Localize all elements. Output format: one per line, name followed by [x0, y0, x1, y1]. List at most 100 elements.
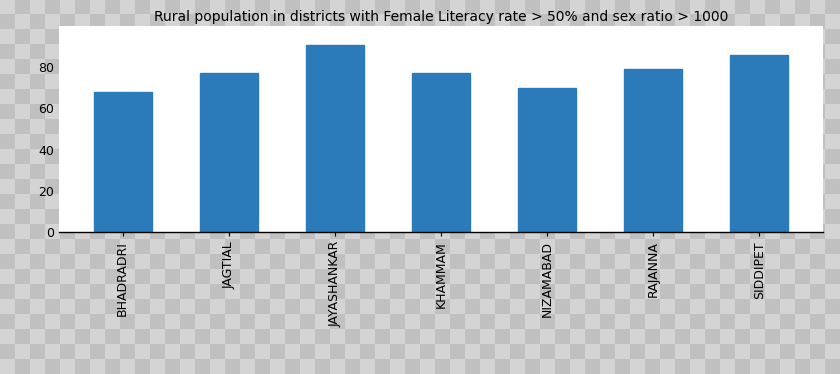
Bar [285, 14, 300, 29]
Bar [780, 104, 795, 119]
Bar [540, 314, 555, 329]
Bar [210, 104, 225, 119]
Bar [675, 224, 690, 239]
Bar [240, 29, 255, 44]
Bar [300, 29, 315, 44]
Bar [720, 14, 735, 29]
Bar [375, 29, 390, 44]
Bar [90, 359, 105, 374]
Bar [360, 194, 375, 209]
Bar [240, 224, 255, 239]
Bar [750, 179, 765, 194]
Bar [765, 254, 780, 269]
Bar [765, 29, 780, 44]
Bar [600, 179, 615, 194]
Bar [630, 29, 645, 44]
Bar [180, 344, 195, 359]
Bar [810, 269, 825, 284]
Bar [510, 299, 525, 314]
Bar [315, 74, 330, 89]
Bar [690, 179, 705, 194]
Bar [645, 149, 660, 164]
Bar [780, 239, 795, 254]
Bar [105, 149, 120, 164]
Bar [720, 344, 735, 359]
Bar [120, 119, 135, 134]
Bar [300, 209, 315, 224]
Bar [285, 29, 300, 44]
Bar [180, 209, 195, 224]
Bar [45, 119, 60, 134]
Bar [210, 269, 225, 284]
Bar [660, 224, 675, 239]
Bar [795, 0, 810, 14]
Bar [810, 239, 825, 254]
Bar [540, 74, 555, 89]
Bar [480, 29, 495, 44]
Bar [15, 0, 30, 14]
Bar [375, 254, 390, 269]
Bar [240, 269, 255, 284]
Bar [225, 104, 240, 119]
Bar [255, 179, 270, 194]
Bar [75, 359, 90, 374]
Bar [705, 359, 720, 374]
Bar [675, 239, 690, 254]
Bar [15, 359, 30, 374]
Bar [825, 119, 840, 134]
Bar [495, 44, 510, 59]
Bar [645, 44, 660, 59]
Bar [345, 119, 360, 134]
Bar [45, 314, 60, 329]
Bar [30, 74, 45, 89]
Bar [360, 74, 375, 89]
Bar [412, 73, 470, 232]
Bar [150, 89, 165, 104]
Bar [270, 329, 285, 344]
Bar [225, 149, 240, 164]
Bar [255, 89, 270, 104]
Bar [300, 44, 315, 59]
Bar [135, 74, 150, 89]
Bar [555, 194, 570, 209]
Bar [525, 44, 540, 59]
Bar [345, 209, 360, 224]
Bar [705, 29, 720, 44]
Bar [630, 224, 645, 239]
Bar [120, 0, 135, 14]
Bar [675, 134, 690, 149]
Bar [465, 254, 480, 269]
Bar [30, 359, 45, 374]
Bar [705, 164, 720, 179]
Bar [750, 359, 765, 374]
Bar [195, 29, 210, 44]
Bar [720, 359, 735, 374]
Bar [780, 119, 795, 134]
Bar [150, 44, 165, 59]
Bar [810, 74, 825, 89]
Bar [420, 74, 435, 89]
Bar [180, 269, 195, 284]
Bar [645, 359, 660, 374]
Bar [180, 74, 195, 89]
Bar [300, 59, 315, 74]
Bar [390, 179, 405, 194]
Bar [0, 44, 15, 59]
Bar [120, 284, 135, 299]
Bar [180, 59, 195, 74]
Bar [240, 89, 255, 104]
Bar [495, 269, 510, 284]
Bar [675, 254, 690, 269]
Bar [330, 299, 345, 314]
Bar [825, 74, 840, 89]
Bar [720, 209, 735, 224]
Bar [120, 59, 135, 74]
Bar [285, 329, 300, 344]
Bar [450, 194, 465, 209]
Bar [300, 359, 315, 374]
Bar [690, 224, 705, 239]
Bar [390, 29, 405, 44]
Bar [90, 254, 105, 269]
Bar [690, 209, 705, 224]
Bar [30, 254, 45, 269]
